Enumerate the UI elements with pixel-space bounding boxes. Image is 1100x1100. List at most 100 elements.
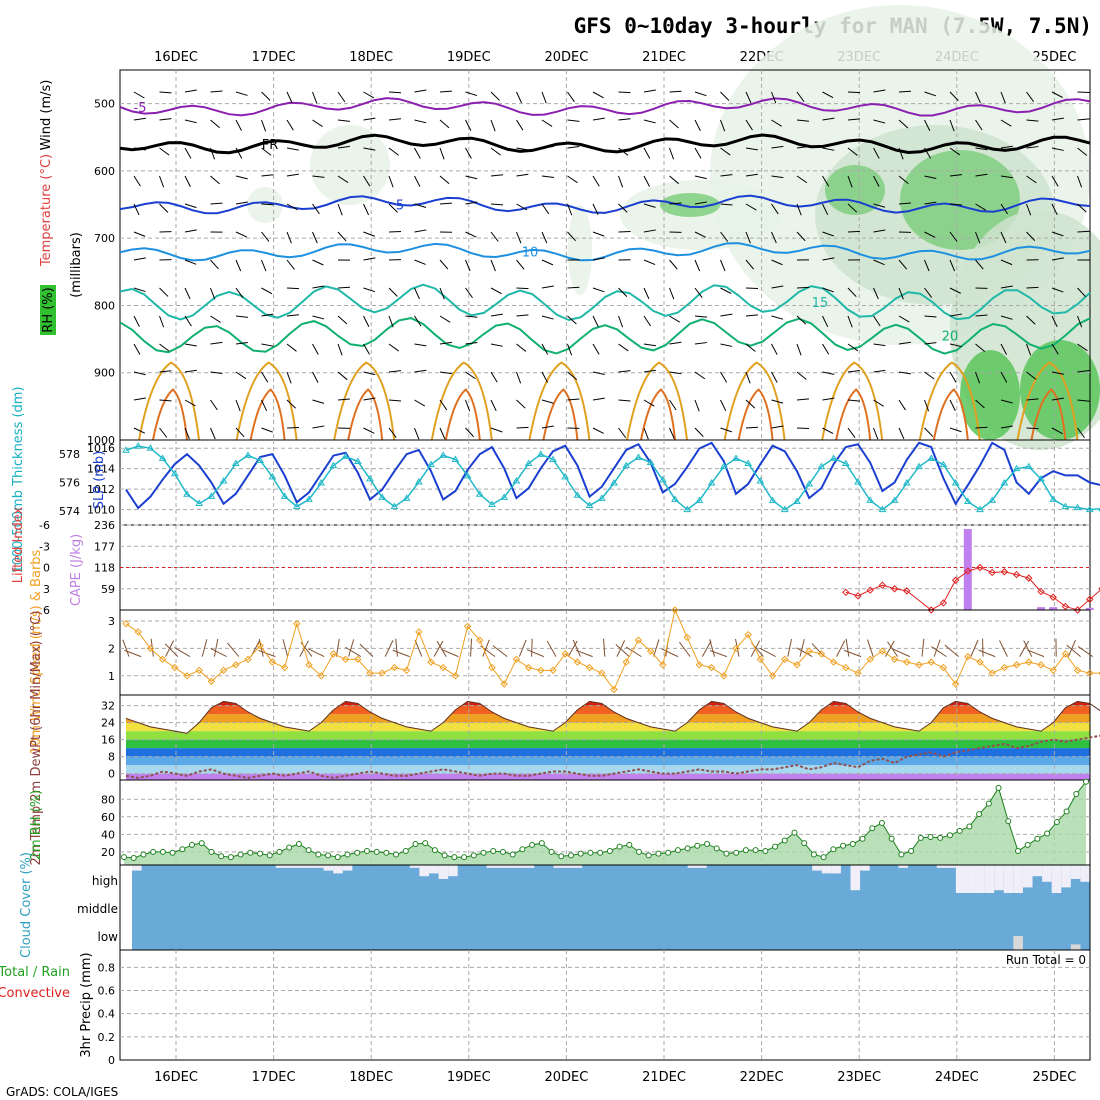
wind-barb bbox=[618, 118, 631, 121]
rh-point bbox=[597, 849, 604, 856]
slp-point bbox=[1037, 474, 1045, 482]
wind-speed-point bbox=[402, 666, 411, 675]
wind-barb bbox=[363, 287, 376, 293]
rh-point bbox=[198, 840, 205, 847]
rh-point bbox=[159, 848, 166, 855]
wind-barb bbox=[363, 147, 376, 151]
slp-point bbox=[817, 462, 826, 470]
rh-point bbox=[704, 840, 711, 847]
slp-point bbox=[134, 442, 143, 449]
wind-barb bbox=[567, 343, 573, 356]
wind-barb bbox=[261, 147, 272, 156]
cloud-fill bbox=[132, 865, 1090, 950]
lifted-index-point bbox=[903, 587, 911, 595]
wind-speed-line bbox=[125, 608, 1100, 691]
rh-shading bbox=[825, 165, 885, 215]
wind-barb bbox=[567, 175, 578, 184]
rh-point bbox=[363, 847, 370, 854]
slp-point bbox=[585, 501, 594, 509]
lifted-index-tick-label: 6 bbox=[43, 604, 50, 617]
wind-barb bbox=[643, 427, 649, 440]
wind-speed-point bbox=[744, 630, 752, 639]
wind-barb bbox=[618, 399, 631, 402]
wind-barb bbox=[873, 399, 884, 407]
wind-barb bbox=[490, 259, 496, 272]
surface-contour bbox=[626, 361, 688, 441]
wind-barb bbox=[745, 314, 758, 317]
wind-speed-point bbox=[378, 669, 386, 677]
wind-speed-point bbox=[829, 658, 838, 666]
surface-contour bbox=[918, 361, 981, 441]
wind-speed-point bbox=[427, 658, 435, 666]
wind-barb bbox=[1026, 91, 1035, 102]
wind-speed-point bbox=[988, 669, 996, 677]
wind-barb bbox=[490, 203, 504, 206]
slp-point bbox=[427, 460, 435, 468]
wind-barb bbox=[133, 203, 140, 216]
cape-tick-label: 59 bbox=[101, 583, 115, 596]
wind-barb bbox=[414, 119, 427, 124]
thickness-tick-label: 574 bbox=[59, 505, 80, 518]
rh-point bbox=[801, 840, 808, 847]
lifted-index-point bbox=[878, 581, 887, 589]
wind-barb bbox=[796, 343, 802, 356]
high-cloud-gap bbox=[1070, 865, 1081, 879]
wind-barb bbox=[541, 285, 554, 289]
rh-line bbox=[123, 781, 1087, 859]
surface-contour bbox=[542, 388, 579, 441]
rh-point bbox=[266, 852, 273, 859]
wind-speed-point bbox=[317, 672, 325, 680]
wind-barb bbox=[541, 371, 549, 383]
slp-point bbox=[1024, 462, 1033, 470]
wind-barb bbox=[286, 173, 299, 177]
high-cloud-gap bbox=[946, 865, 956, 868]
wind-barb bbox=[1000, 399, 1013, 404]
rh-point bbox=[121, 854, 127, 861]
wind-barb bbox=[592, 343, 600, 355]
lifted-index-tick-label: -3 bbox=[39, 540, 50, 553]
surface-contour bbox=[1016, 361, 1079, 441]
rh-point bbox=[946, 832, 953, 839]
slp-axis-label: SLP (mb) bbox=[92, 451, 107, 510]
rh-point bbox=[956, 827, 963, 834]
rh-axis-label: RH (%) bbox=[41, 287, 56, 332]
wind-barb bbox=[414, 427, 420, 440]
wind-barb bbox=[286, 399, 297, 409]
wind-barb bbox=[999, 640, 1008, 657]
slp-point bbox=[561, 472, 570, 480]
wind-barb bbox=[490, 371, 498, 383]
wind-barb bbox=[541, 259, 554, 266]
slp-point bbox=[707, 479, 716, 486]
wind-barb bbox=[975, 203, 987, 211]
lifted-index-point bbox=[1037, 587, 1045, 596]
wind-barb bbox=[210, 119, 220, 129]
rh-point bbox=[295, 840, 302, 847]
wind-barb bbox=[1026, 427, 1039, 430]
wind-barb bbox=[694, 201, 707, 205]
wind-speed-point bbox=[1086, 669, 1094, 677]
wind-axis-label: Wind (m/s) bbox=[39, 80, 54, 151]
wind-barb bbox=[949, 343, 962, 348]
wind-barb bbox=[388, 175, 394, 188]
wind-speed-point bbox=[415, 628, 423, 636]
wind-barb bbox=[516, 203, 528, 211]
wind-barb bbox=[796, 286, 810, 289]
wind-barb bbox=[847, 175, 853, 188]
wind-barb bbox=[592, 257, 605, 261]
rh-point bbox=[451, 854, 458, 861]
wind-barb bbox=[669, 341, 682, 345]
wind-barb bbox=[796, 371, 807, 380]
wind-barb bbox=[388, 147, 399, 156]
rh-point bbox=[772, 843, 779, 850]
high-cloud-gap bbox=[821, 865, 832, 874]
slp-tick-label: 1012 bbox=[87, 483, 115, 496]
wind-barb bbox=[261, 371, 269, 383]
date-label-bottom: 20DEC bbox=[544, 1070, 588, 1085]
wind-barb bbox=[159, 175, 165, 188]
wind-barb bbox=[669, 90, 682, 93]
wind-barb bbox=[359, 643, 374, 657]
wind-barb bbox=[618, 91, 631, 94]
wind-barb bbox=[414, 287, 420, 300]
wind-barb bbox=[847, 230, 861, 233]
wind-barb bbox=[924, 259, 930, 272]
